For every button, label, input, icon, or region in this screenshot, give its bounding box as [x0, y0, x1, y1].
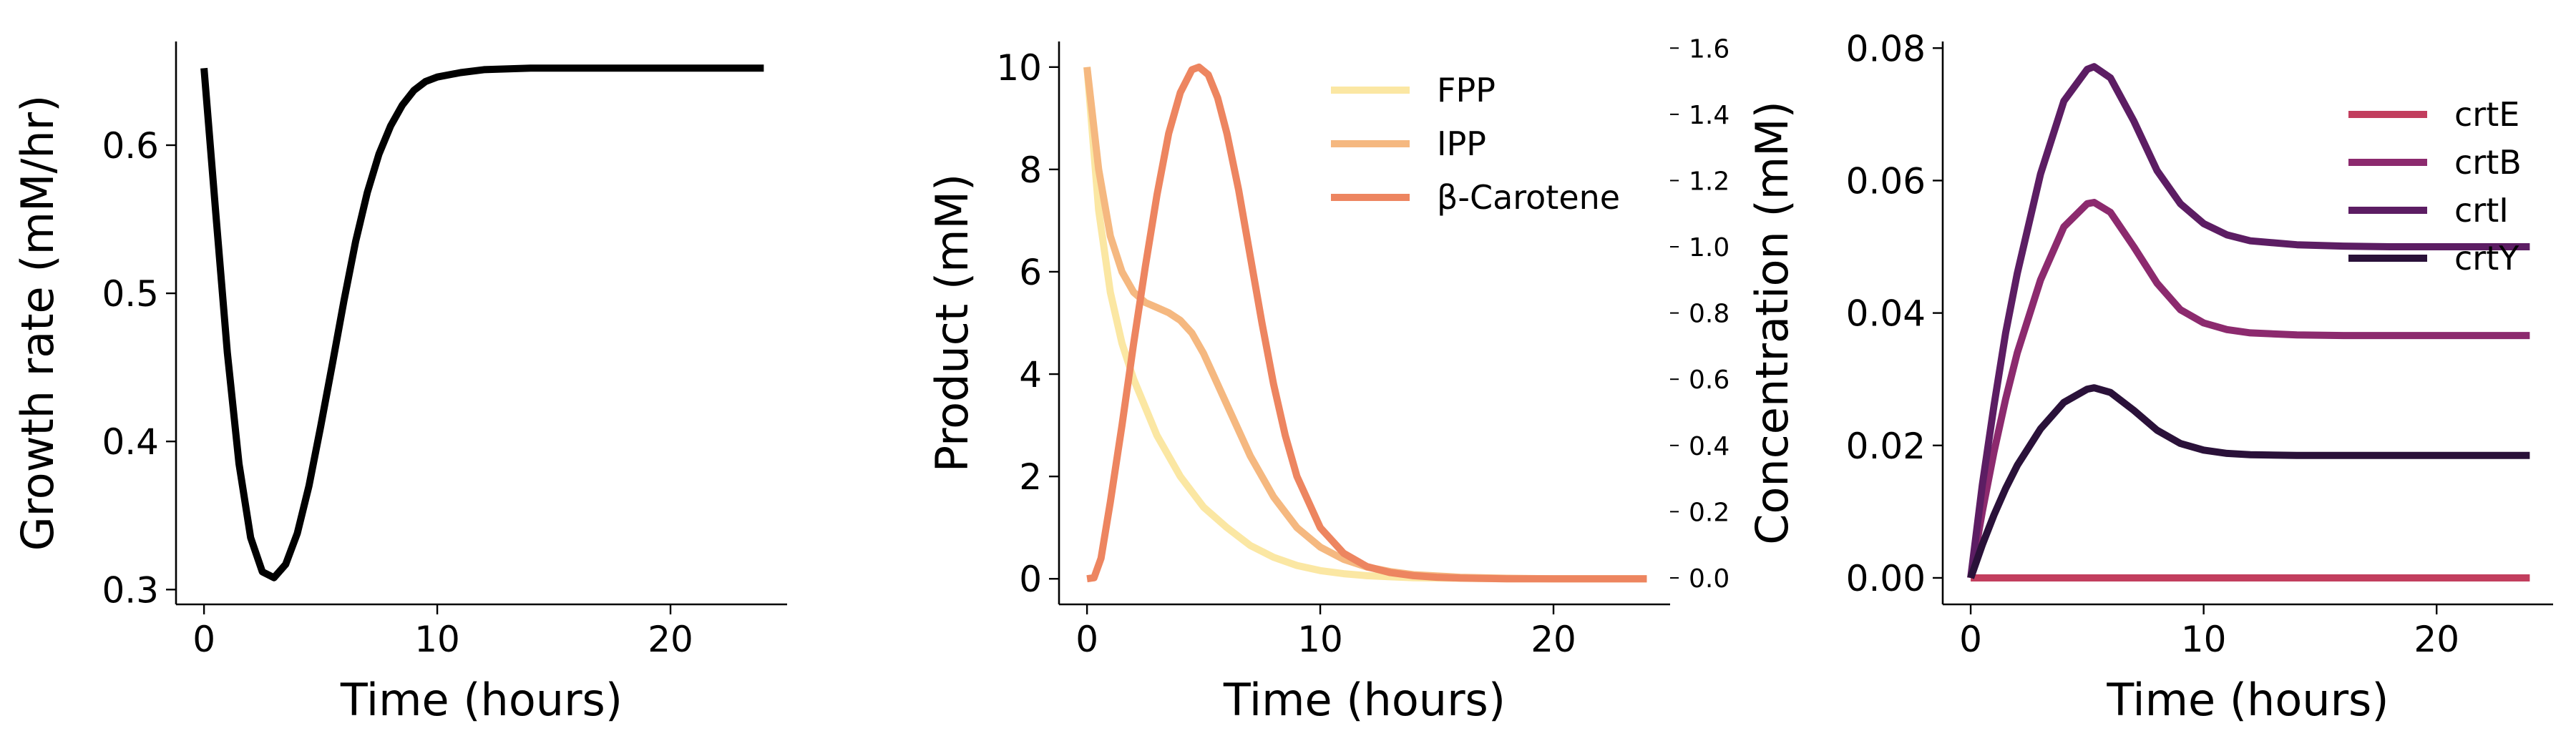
y2-tick-label: 1.0 — [1689, 233, 1729, 262]
series-line-growth-rate — [200, 64, 764, 581]
legend-label: FPP — [1437, 71, 1496, 109]
y-tick-label: 10 — [996, 47, 1042, 89]
y-axis-label: Product (mM) — [926, 174, 978, 472]
chart-panel-3: 0 10 20 0.00 0.02 0.04 0.06 0.08 Time (hours) Con… — [1746, 28, 2553, 726]
x-tick-label: 20 — [2414, 619, 2459, 660]
legend: FPP IPP β-Carotene — [1331, 71, 1620, 217]
y-tick-label: 0.6 — [102, 125, 159, 167]
y-tick-label: 0.08 — [1846, 28, 1926, 69]
y-axis-label: Concentration (mM) — [1746, 101, 1798, 545]
y-tick-label: 6 — [1019, 252, 1042, 293]
x-tick-label: 0 — [1075, 619, 1098, 660]
legend-label: crtY — [2454, 239, 2519, 278]
x-tick-label: 20 — [648, 619, 693, 660]
chart-panel-1: 0 10 20 0.3 0.4 0.5 0.6 Time (hours) Growth rate… — [11, 41, 787, 726]
y2-tick-label: 0.6 — [1689, 365, 1729, 395]
y-tick-label: 0.4 — [102, 421, 159, 463]
y-tick-label: 0.06 — [1846, 160, 1926, 202]
legend-label: IPP — [1437, 124, 1486, 163]
y2-tick-label: 0.8 — [1689, 300, 1729, 329]
series-line-beta-carotene — [1086, 63, 1647, 583]
y-tick-label: 0.5 — [102, 273, 159, 315]
series-line-crty — [1967, 384, 2530, 579]
legend-label: crtE — [2454, 95, 2519, 134]
x-tick-label: 10 — [1297, 619, 1343, 660]
y2-tick-label: 1.4 — [1689, 101, 1729, 130]
y-tick-label: 0.00 — [1846, 558, 1926, 599]
y2-tick-label: 1.6 — [1689, 34, 1729, 64]
y2-tick-label: 1.2 — [1689, 167, 1729, 196]
series-line-crtb — [1967, 199, 2530, 579]
y2-tick-label: 0.0 — [1689, 564, 1729, 594]
y-tick-label: 0.04 — [1846, 293, 1926, 335]
y-tick-label: 8 — [1019, 149, 1042, 191]
x-tick-label: 20 — [1531, 619, 1576, 660]
series-line-crti — [1967, 63, 2530, 579]
y-tick-label: 2 — [1019, 456, 1042, 498]
y-tick-label: 0.3 — [102, 569, 159, 611]
y2-tick-label: 0.4 — [1689, 432, 1729, 461]
y-axis-label: Growth rate (mM/hr) — [11, 95, 64, 551]
legend-label: crtI — [2454, 191, 2509, 230]
chart-panel-2: 0 10 20 0 2 4 6 8 10 0.0 0.2 0.4 0.6 0.8 1.0 1.2 1.4 1.6 T… — [926, 34, 1729, 726]
x-axis-label: Time (hours) — [340, 674, 623, 726]
x-tick-label: 0 — [192, 619, 215, 660]
y-tick-label: 4 — [1019, 354, 1042, 396]
x-axis-label: Time (hours) — [2106, 674, 2389, 726]
legend-label: crtB — [2454, 143, 2522, 182]
x-tick-label: 0 — [1959, 619, 1982, 660]
legend-label: β-Carotene — [1437, 178, 1620, 217]
y2-tick-label: 0.2 — [1689, 498, 1729, 527]
legend: crtE crtB crtI crtY — [2348, 95, 2522, 278]
x-tick-label: 10 — [2181, 619, 2227, 660]
x-tick-label: 10 — [414, 619, 460, 660]
y-tick-label: 0 — [1019, 559, 1042, 600]
x-axis-label: Time (hours) — [1223, 674, 1506, 726]
y-tick-label: 0.02 — [1846, 426, 1926, 467]
